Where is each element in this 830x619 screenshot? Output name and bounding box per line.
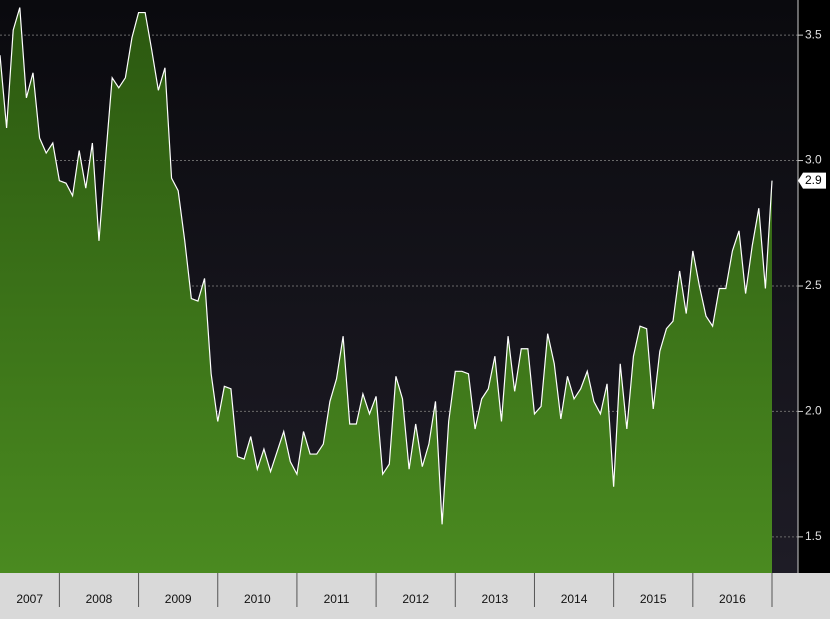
x-tick-label: 2015 [640, 592, 667, 606]
x-tick-label: 2011 [324, 592, 350, 606]
x-tick-label: 2009 [165, 592, 192, 606]
y-tick-label: 1.5 [805, 529, 822, 543]
area [0, 7, 772, 574]
x-tick-label: 2016 [719, 592, 746, 606]
x-tick-label: 2014 [561, 592, 588, 606]
x-tick-label: 2007 [16, 592, 43, 606]
x-tick-label: 2010 [244, 592, 271, 606]
last-value-box [798, 172, 826, 189]
y-tick-label: 3.0 [805, 153, 822, 167]
y-tick-label: 2.0 [805, 404, 822, 418]
x-tick-label: 2012 [402, 592, 429, 606]
x-tick-label: 2013 [482, 592, 509, 606]
y-tick-label: 3.5 [805, 27, 822, 41]
y-tick-label: 2.5 [805, 278, 822, 292]
x-tick-label: 2008 [86, 592, 113, 606]
last-value-label: 2.9 [805, 173, 822, 187]
line [0, 7, 773, 525]
